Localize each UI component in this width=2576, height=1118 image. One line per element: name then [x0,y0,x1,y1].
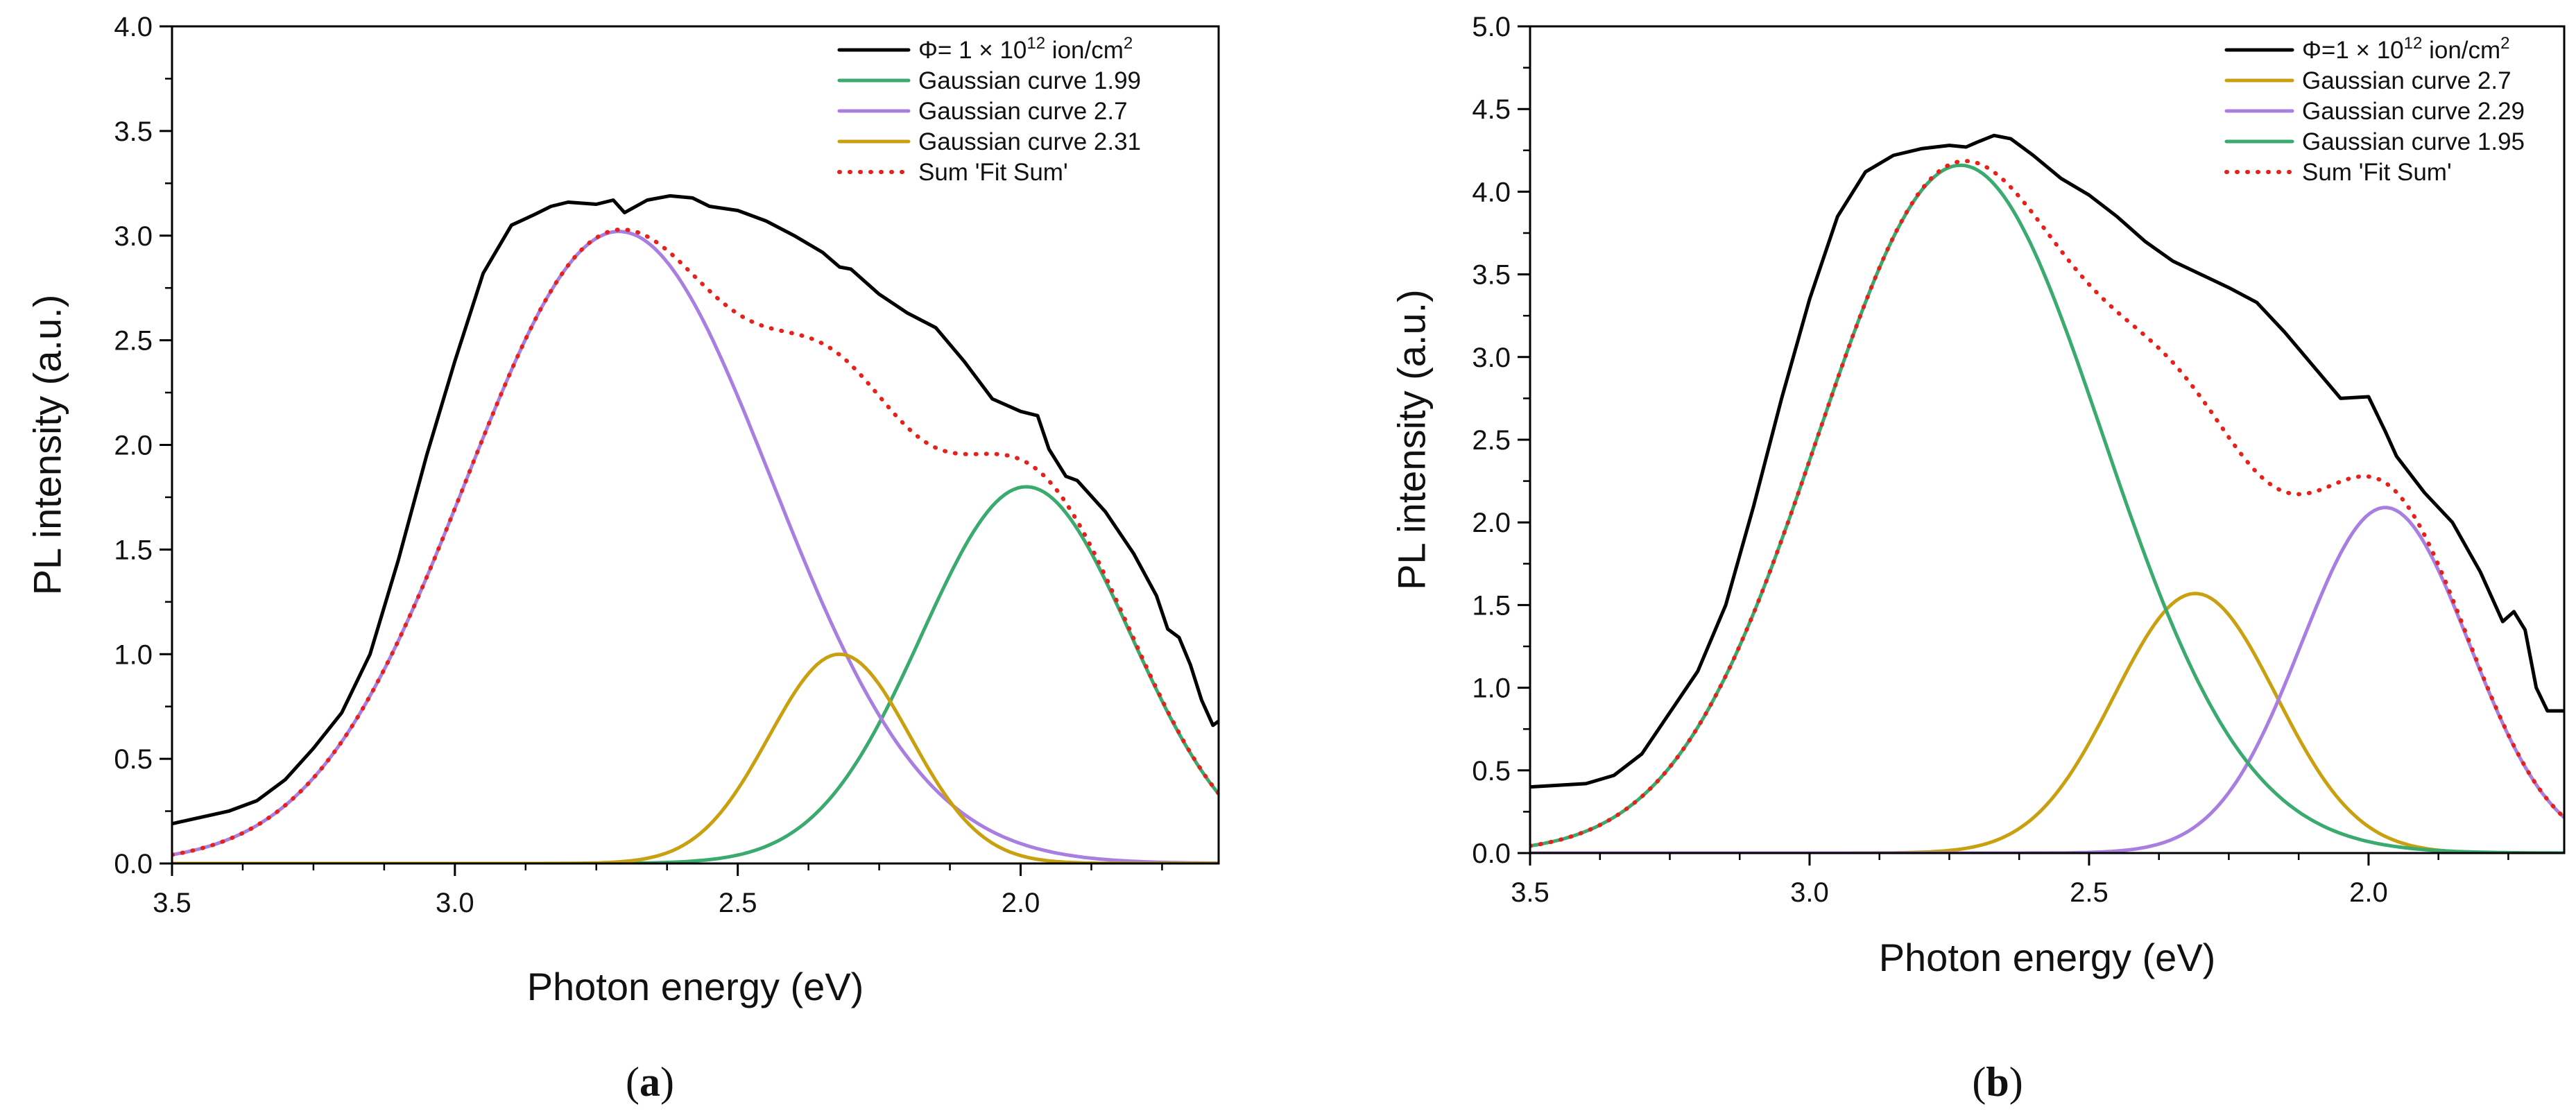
y-tick-label-b: 1.5 [1472,590,1511,621]
legend-label-b: Gaussian curve 2.7 [2302,67,2511,94]
x-tick-label-b: 2.5 [2070,877,2109,908]
x-axis-title-a: Photon energy (eV) [527,965,864,1008]
panel-caption-a: (a) [626,1059,674,1105]
y-tick-label-a: 3.5 [114,117,153,147]
axes-b: 3.5 3.0 2.5 2.0 0.0 0.5 1.0 1.5 2.0 2.5 3.0 3.5 4.0 4… [1472,12,2509,908]
x-tick-label-a: 3.0 [436,888,474,918]
y-tick-label-b: 2.0 [1472,508,1511,538]
y-tick-label-b: 4.5 [1472,94,1511,125]
legend-label-b: Gaussian curve 1.95 [2302,128,2525,155]
x-axis-title-b: Photon energy (eV) [1879,936,2216,979]
y-tick-label-a: 4.0 [114,12,153,42]
y-tick-label-a: 0.0 [114,849,153,879]
legend-label-a: Gaussian curve 2.31 [918,128,1141,155]
y-tick-label-b: 0.5 [1472,756,1511,786]
y-tick-label-b: 3.0 [1472,343,1511,373]
y-tick-label-a: 2.0 [114,431,153,461]
y-tick-label-b: 5.0 [1472,12,1511,42]
plot-frame-a [171,25,1220,865]
plot-lines-a [172,194,1219,863]
y-tick-label-b: 1.0 [1472,673,1511,704]
y-tick-label-a: 3.0 [114,221,153,252]
panel-caption-b: (b) [1972,1059,2023,1105]
series-line-a-measured [172,194,1219,826]
series-line-a-gaussian [172,652,1219,863]
legend-a: Φ= 1 × 1012 ion/cm2 Gaussian curve 1.99 Ga… [837,34,1141,186]
legend-label-a: Φ= 1 × 1012 ion/cm2 [918,34,1133,64]
legend-label-a: Gaussian curve 2.7 [918,98,1128,125]
plot-lines-b [1530,133,2564,853]
legend-label-b: Φ=1 × 1012 ion/cm2 [2302,34,2510,64]
y-tick-label-b: 4.0 [1472,177,1511,207]
y-axis-title-a: PL intensity (a.u.) [26,295,69,596]
x-tick-label-b: 2.0 [2349,877,2388,908]
series-line-b-gaussian [1530,506,2564,853]
y-tick-label-a: 0.5 [114,744,153,775]
axes-a: 3.5 3.0 2.5 2.0 0.0 0.5 1.0 1.5 2.0 2.5 3.0 3.5 4.0 [114,12,1163,918]
legend-label-b: Gaussian curve 2.29 [2302,98,2525,125]
y-tick-label-a: 1.0 [114,639,153,670]
plot-frame-b [1529,25,2566,854]
x-tick-label-a: 3.5 [153,888,191,918]
series-line-a-sum [172,227,1219,857]
series-line-b-gaussian [1530,592,2564,853]
y-tick-label-b: 0.0 [1472,839,1511,869]
y-tick-label-a: 2.5 [114,326,153,356]
series-line-b-measured [1530,133,2564,789]
series-line-b-sum [1530,159,2564,848]
legend-label-b: Sum 'Fit Sum' [2302,159,2452,186]
y-tick-label-a: 1.5 [114,535,153,565]
x-tick-label-a: 2.0 [1002,888,1040,918]
y-tick-label-b: 3.5 [1472,260,1511,291]
chart-panel-a: 3.5 3.0 2.5 2.00.00.51.01.52.02.53.03.54.0 … [26,12,1220,1105]
chart-panel-b: 3.5 3.0 2.5 2.0 0.0 0.5 1.0 1.5 2.0 2.5 3.0 3.5 4.0 4… [1390,12,2566,1105]
legend-label-a: Sum 'Fit Sum' [918,159,1068,186]
series-line-a-gaussian [172,485,1219,863]
panel-caption-letter-b: b [1986,1059,2009,1105]
y-tick-label-b: 2.5 [1472,425,1511,456]
y-axis-title-b: PL intensity (a.u.) [1390,289,1434,590]
x-tick-label-b: 3.5 [1511,877,1549,908]
x-tick-label-b: 3.0 [1790,877,1829,908]
series-line-b-gaussian [1530,163,2564,853]
panel-caption-letter-a: a [639,1059,660,1105]
legend-b: Φ=1 × 1012 ion/cm2 Gaussian curve 2.7 Gaus… [2224,34,2525,186]
x-tick-label-a: 2.5 [719,888,757,918]
legend-label-a: Gaussian curve 1.99 [918,67,1141,94]
series-line-a-gaussian [172,230,1219,863]
